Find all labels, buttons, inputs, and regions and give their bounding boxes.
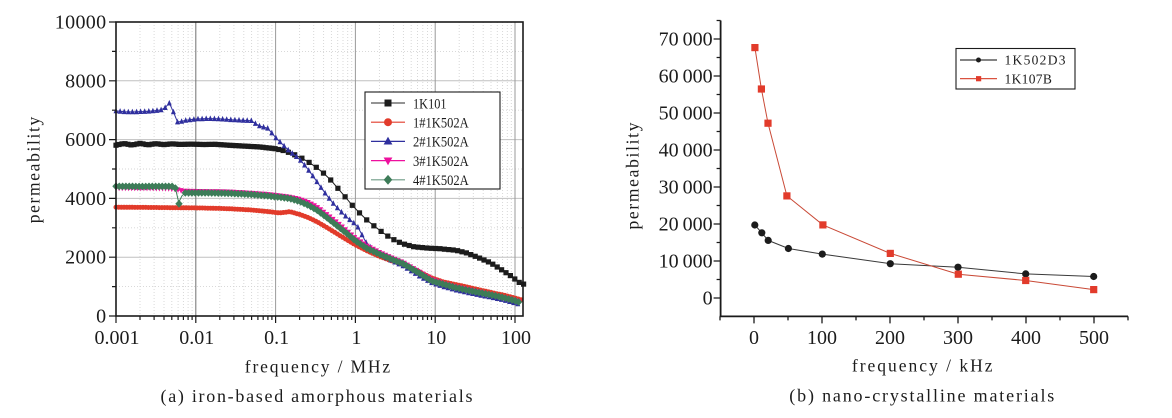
svg-text:0.001: 0.001 (95, 327, 140, 349)
svg-text:50 000: 50 000 (659, 103, 713, 125)
svg-text:1K502D3: 1K502D3 (1005, 53, 1066, 68)
svg-text:40 000: 40 000 (659, 140, 713, 162)
svg-text:70 000: 70 000 (659, 29, 713, 51)
svg-text:8000: 8000 (65, 70, 106, 92)
svg-text:1K107B: 1K107B (1005, 71, 1052, 86)
svg-text:frequency / kHz: frequency / kHz (852, 356, 993, 376)
svg-text:0.1: 0.1 (264, 327, 289, 349)
svg-text:10000: 10000 (55, 12, 107, 34)
svg-text:permeability: permeability (623, 122, 643, 229)
svg-text:60 000: 60 000 (659, 66, 713, 88)
svg-text:2#1K502A: 2#1K502A (413, 135, 469, 151)
svg-text:200: 200 (875, 327, 905, 349)
svg-text:30 000: 30 000 (659, 177, 713, 199)
svg-text:(a) iron-based amorphous mater: (a) iron-based amorphous materials (161, 386, 473, 407)
svg-text:10: 10 (426, 327, 446, 349)
svg-text:0: 0 (703, 288, 713, 310)
svg-text:4#1K502A: 4#1K502A (413, 173, 469, 189)
svg-text:100: 100 (807, 327, 837, 349)
svg-text:20 000: 20 000 (659, 214, 713, 236)
svg-text:500: 500 (1079, 327, 1109, 349)
svg-text:100: 100 (501, 327, 531, 349)
svg-text:4000: 4000 (65, 188, 106, 210)
svg-text:frequency / MHz: frequency / MHz (245, 356, 391, 376)
svg-text:400: 400 (1011, 327, 1041, 349)
svg-text:6000: 6000 (65, 129, 106, 151)
svg-text:1: 1 (351, 327, 361, 349)
svg-text:10 000: 10 000 (659, 251, 713, 273)
svg-text:0: 0 (96, 306, 106, 328)
svg-text:0: 0 (749, 327, 759, 349)
svg-text:3#1K502A: 3#1K502A (413, 154, 469, 170)
svg-text:1K101: 1K101 (413, 96, 447, 112)
svg-text:permeability: permeability (24, 117, 44, 224)
svg-text:2000: 2000 (65, 247, 106, 269)
svg-text:300: 300 (943, 327, 973, 349)
svg-text:1#1K502A: 1#1K502A (413, 116, 469, 132)
svg-text:0.01: 0.01 (179, 327, 214, 349)
